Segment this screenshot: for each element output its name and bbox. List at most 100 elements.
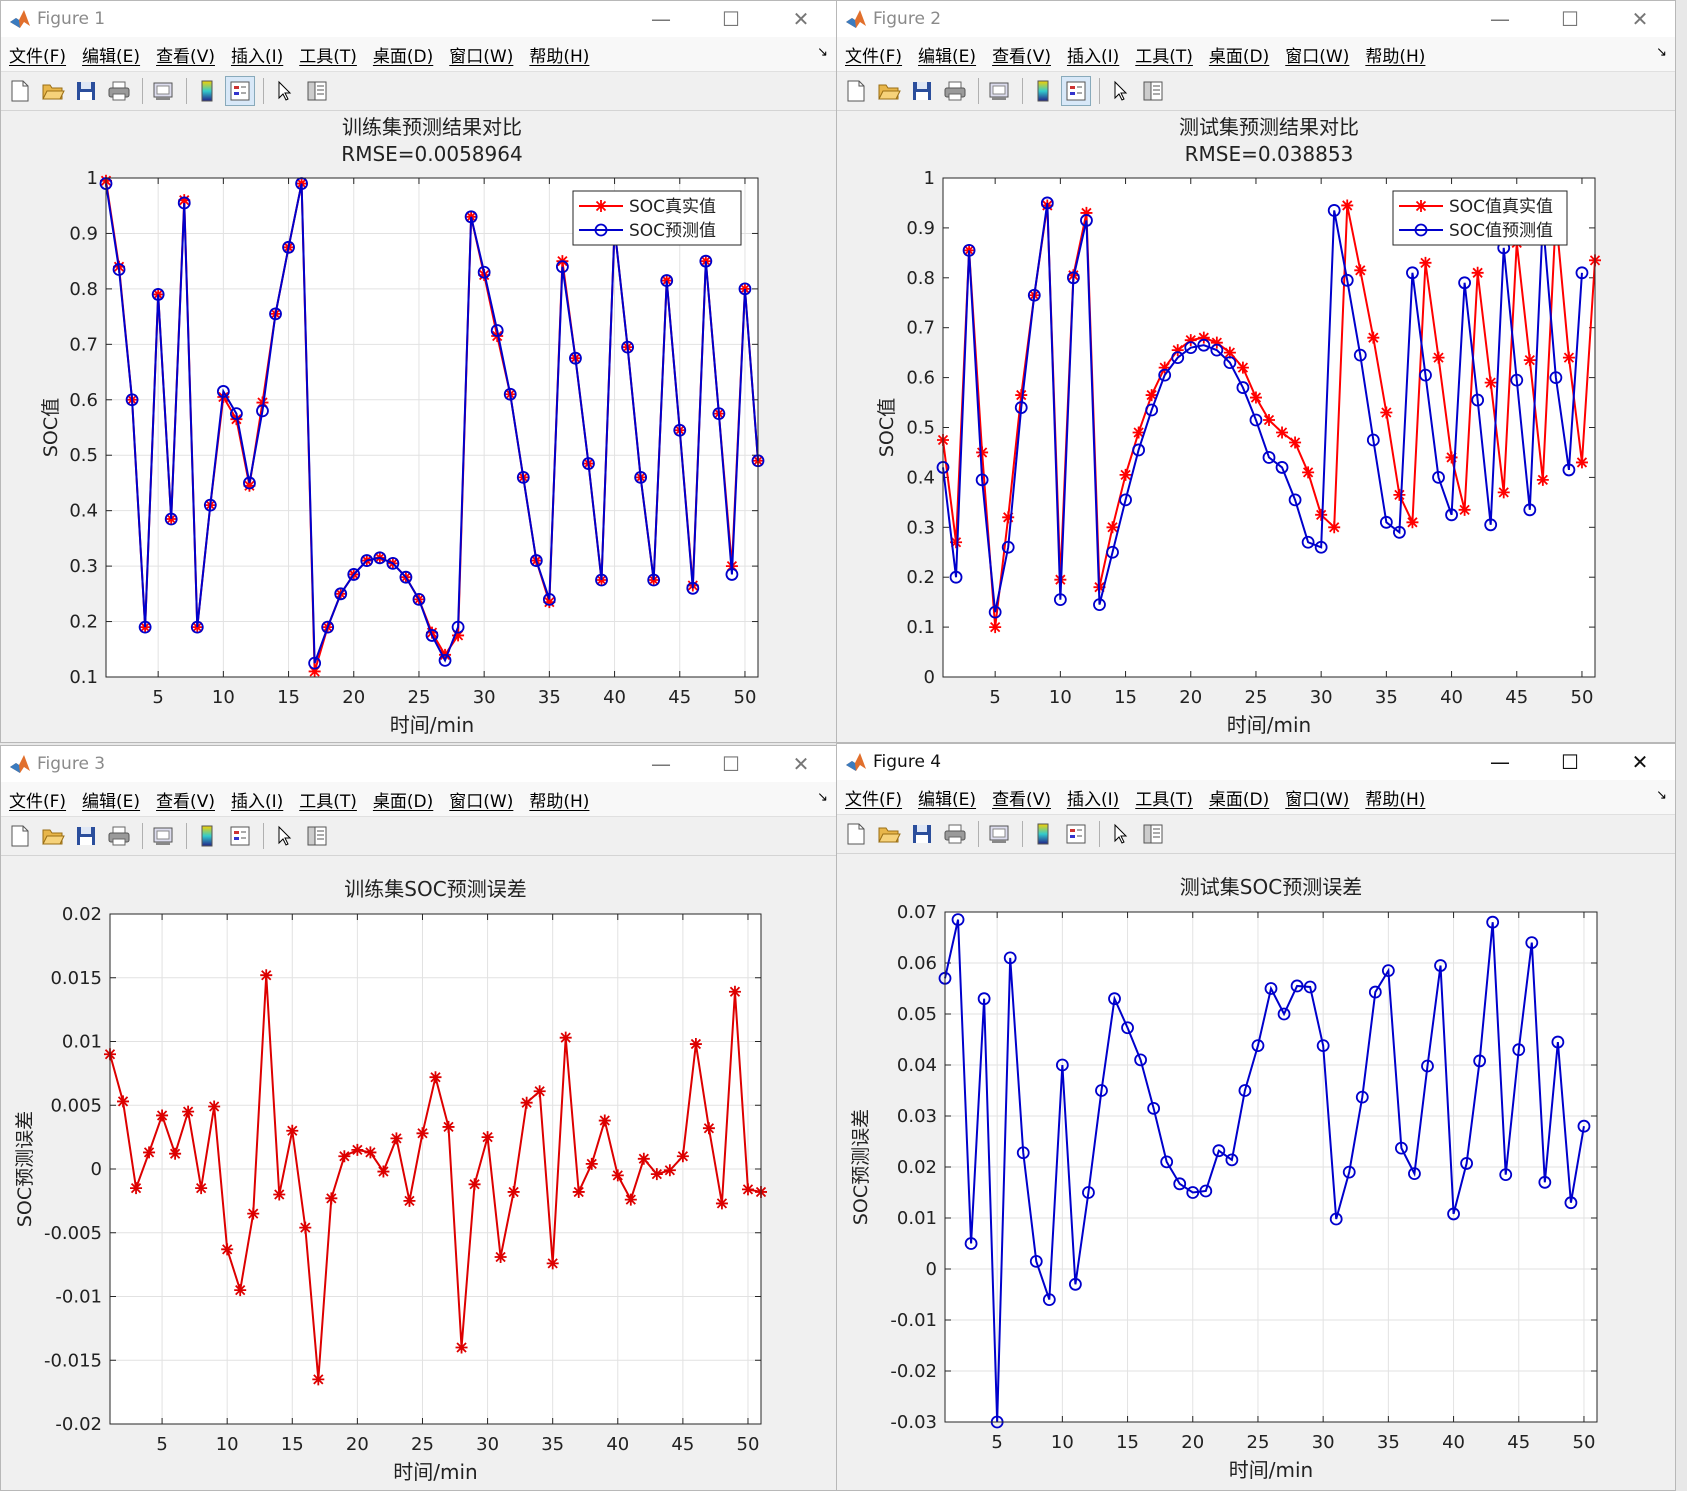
menu-window[interactable]: 窗口(W) — [449, 46, 514, 67]
open-file-button[interactable] — [874, 76, 904, 106]
colorbar-button[interactable] — [1028, 76, 1058, 106]
menu-desktop[interactable]: 桌面(D) — [372, 46, 434, 67]
title-bar[interactable]: Figure 3 — ☐ ✕ — [1, 746, 836, 782]
menu-edit[interactable]: 编辑(E) — [918, 789, 977, 810]
save-button[interactable] — [907, 76, 937, 106]
menu-view[interactable]: 查看(V) — [156, 46, 215, 67]
maximize-button[interactable]: ☐ — [722, 7, 740, 31]
legend-button[interactable] — [1061, 76, 1091, 106]
colorbar-button[interactable] — [192, 821, 222, 851]
property-inspector-button[interactable] — [1138, 819, 1168, 849]
menu-tools[interactable]: 工具(T) — [299, 791, 357, 812]
menu-file[interactable]: 文件(F) — [9, 791, 67, 812]
new-figure-button[interactable] — [841, 76, 871, 106]
property-inspector-button[interactable] — [302, 76, 332, 106]
circle-marker — [1066, 271, 1080, 285]
close-button[interactable]: ✕ — [792, 7, 810, 31]
link-plot-button[interactable] — [984, 819, 1014, 849]
menu-tools[interactable]: 工具(T) — [1135, 46, 1193, 67]
title-bar[interactable]: Figure 1 — ☐ ✕ — [1, 1, 836, 37]
minimize-button[interactable]: — — [651, 7, 671, 31]
print-button[interactable] — [104, 821, 134, 851]
edit-plot-button[interactable] — [1105, 819, 1135, 849]
menu-help[interactable]: 帮助(H) — [529, 46, 590, 67]
print-button[interactable] — [104, 76, 134, 106]
maximize-button[interactable]: ☐ — [722, 752, 740, 776]
toolbar — [1, 817, 836, 856]
dock-arrow-icon[interactable]: ↘ — [1656, 788, 1667, 803]
menu-view[interactable]: 查看(V) — [992, 46, 1051, 67]
menu-view[interactable]: 查看(V) — [156, 791, 215, 812]
menu-desktop[interactable]: 桌面(D) — [1208, 46, 1270, 67]
menu-help[interactable]: 帮助(H) — [1365, 46, 1426, 67]
menu-file[interactable]: 文件(F) — [845, 46, 903, 67]
save-button[interactable] — [907, 819, 937, 849]
title-bar[interactable]: Figure 2 — ☐ ✕ — [837, 1, 1675, 37]
close-button[interactable]: ✕ — [1631, 750, 1649, 774]
title-bar[interactable]: Figure 4 — ☐ ✕ — [837, 744, 1675, 780]
menu-view[interactable]: 查看(V) — [992, 789, 1051, 810]
circle-marker — [243, 476, 256, 490]
toolbar-separator — [1099, 821, 1100, 847]
star-marker — [1171, 344, 1184, 357]
print-button[interactable] — [940, 819, 970, 849]
star-marker — [1393, 488, 1406, 501]
property-inspector-button[interactable] — [1138, 76, 1168, 106]
new-figure-button[interactable] — [5, 76, 35, 106]
close-button[interactable]: ✕ — [1631, 7, 1649, 31]
x-tick-label: 40 — [603, 687, 626, 708]
menu-help[interactable]: 帮助(H) — [529, 791, 590, 812]
minimize-button[interactable]: — — [651, 752, 671, 776]
new-figure-button[interactable] — [5, 821, 35, 851]
open-file-button[interactable] — [38, 821, 68, 851]
legend-button[interactable] — [225, 76, 255, 106]
minimize-button[interactable]: — — [1490, 750, 1510, 774]
link-plot-button[interactable] — [148, 821, 178, 851]
menu-tools[interactable]: 工具(T) — [1135, 789, 1193, 810]
menu-window[interactable]: 窗口(W) — [449, 791, 514, 812]
save-button[interactable] — [71, 821, 101, 851]
menu-insert[interactable]: 插入(I) — [1066, 46, 1120, 67]
menu-edit[interactable]: 编辑(E) — [918, 46, 977, 67]
maximize-button[interactable]: ☐ — [1561, 7, 1579, 31]
maximize-button[interactable]: ☐ — [1561, 750, 1579, 774]
link-plot-button[interactable] — [984, 76, 1014, 106]
minimize-button[interactable]: — — [1490, 7, 1510, 31]
menu-tools[interactable]: 工具(T) — [299, 46, 357, 67]
dock-arrow-icon[interactable]: ↘ — [1656, 45, 1667, 60]
y-tick-label: 0.05 — [897, 1004, 937, 1025]
menu-insert[interactable]: 插入(I) — [230, 791, 284, 812]
menu-help[interactable]: 帮助(H) — [1365, 789, 1426, 810]
close-button[interactable]: ✕ — [792, 752, 810, 776]
link-plot-button[interactable] — [148, 76, 178, 106]
legend-icon — [230, 81, 250, 101]
menu-window[interactable]: 窗口(W) — [1285, 789, 1350, 810]
menu-edit[interactable]: 编辑(E) — [82, 46, 141, 67]
new-figure-button[interactable] — [841, 819, 871, 849]
colorbar-button[interactable] — [1028, 819, 1058, 849]
open-file-button[interactable] — [874, 819, 904, 849]
panel-icon — [1143, 81, 1163, 101]
dock-arrow-icon[interactable]: ↘ — [817, 790, 828, 805]
menu-window[interactable]: 窗口(W) — [1285, 46, 1350, 67]
legend-button[interactable] — [225, 821, 255, 851]
menu-edit[interactable]: 编辑(E) — [82, 791, 141, 812]
menu-insert[interactable]: 插入(I) — [1066, 789, 1120, 810]
edit-plot-button[interactable] — [1105, 76, 1135, 106]
edit-plot-button[interactable] — [269, 821, 299, 851]
save-button[interactable] — [71, 76, 101, 106]
circle-marker — [1288, 493, 1302, 507]
circle-marker — [594, 223, 608, 237]
property-inspector-button[interactable] — [302, 821, 332, 851]
colorbar-button[interactable] — [192, 76, 222, 106]
menu-insert[interactable]: 插入(I) — [230, 46, 284, 67]
legend-button[interactable] — [1061, 819, 1091, 849]
menu-file[interactable]: 文件(F) — [9, 46, 67, 67]
dock-arrow-icon[interactable]: ↘ — [817, 45, 828, 60]
menu-desktop[interactable]: 桌面(D) — [1208, 789, 1270, 810]
open-file-button[interactable] — [38, 76, 68, 106]
print-button[interactable] — [940, 76, 970, 106]
menu-file[interactable]: 文件(F) — [845, 789, 903, 810]
edit-plot-button[interactable] — [269, 76, 299, 106]
menu-desktop[interactable]: 桌面(D) — [372, 791, 434, 812]
